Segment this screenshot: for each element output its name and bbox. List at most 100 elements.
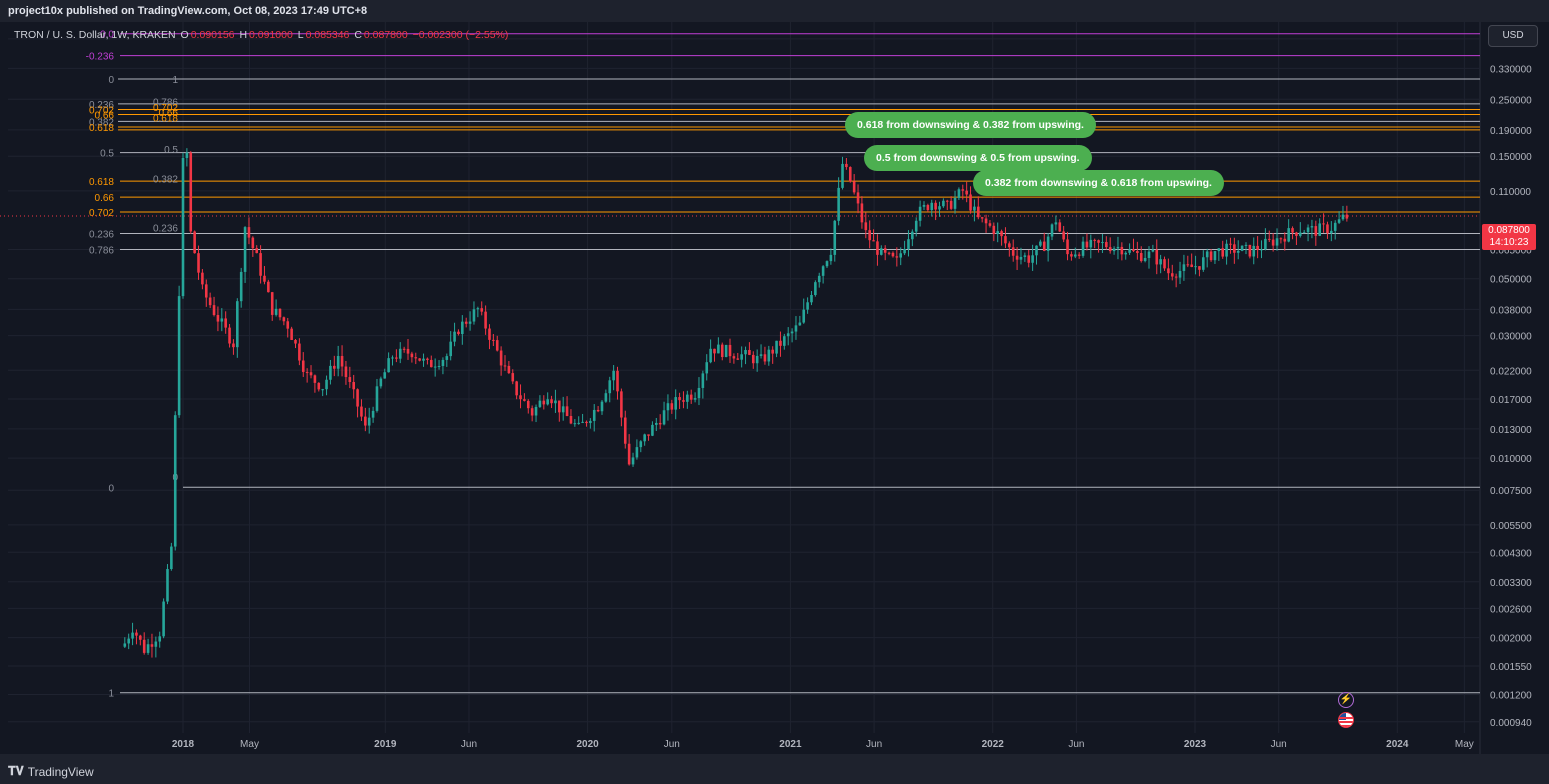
y-tick-label: 0.190000 <box>1490 126 1532 137</box>
candle <box>1023 252 1027 262</box>
candle <box>480 301 484 316</box>
candle-body <box>996 231 999 234</box>
candle <box>573 419 577 427</box>
candle-body <box>515 381 518 396</box>
candle <box>996 222 999 243</box>
candle <box>1073 247 1077 259</box>
candle-body <box>1101 242 1104 244</box>
candle-body <box>581 421 584 423</box>
candle-body <box>247 227 251 238</box>
candle-body <box>1190 264 1193 268</box>
candle-body <box>1139 253 1143 262</box>
candle <box>503 355 507 371</box>
candle <box>329 359 332 385</box>
candle <box>600 400 604 415</box>
candle <box>220 308 224 332</box>
candle <box>472 301 476 325</box>
annotation-note-1[interactable]: 0.618 from downswing & 0.382 from upswin… <box>845 112 1096 138</box>
candle-body <box>298 343 301 361</box>
candle <box>872 229 875 242</box>
candle <box>876 234 879 266</box>
candle <box>1062 225 1065 243</box>
candle <box>616 366 619 400</box>
candle <box>1093 238 1096 249</box>
candle-body <box>422 358 425 361</box>
candle <box>1186 255 1190 268</box>
symbol-label[interactable]: TRON / U. S. Dollar, 1W, KRAKEN <box>14 29 176 41</box>
candle <box>697 377 701 406</box>
candle <box>957 187 961 201</box>
candle <box>686 390 689 409</box>
candle-body <box>1236 250 1240 253</box>
us-flag-icon[interactable] <box>1338 712 1354 728</box>
candle <box>1322 213 1325 233</box>
candle <box>833 219 837 262</box>
candle <box>274 299 278 317</box>
candle-body <box>1027 255 1031 263</box>
candle <box>445 353 449 367</box>
candle <box>1314 220 1318 246</box>
candle <box>949 196 953 211</box>
currency-button[interactable]: USD <box>1488 25 1538 47</box>
candle-body <box>495 340 499 351</box>
candle <box>728 338 732 363</box>
candle <box>740 346 743 368</box>
candle-body <box>751 354 755 364</box>
candle-body <box>453 331 456 342</box>
candle <box>410 351 414 363</box>
candle-body <box>868 230 871 241</box>
fib-level-label: 0.5 <box>100 149 114 160</box>
candle <box>945 199 949 211</box>
low-label: L <box>297 29 304 41</box>
candle <box>674 389 677 420</box>
candle-body <box>1062 231 1065 240</box>
annotation-note-2[interactable]: 0.5 from downswing & 0.5 from upswing. <box>864 145 1092 171</box>
y-tick-label: 0.022000 <box>1490 366 1532 377</box>
candle <box>581 413 584 424</box>
annotation-note-3[interactable]: 0.382 from downswing & 0.618 from upswin… <box>973 170 1224 196</box>
candle-body <box>1108 247 1112 252</box>
candle-body <box>1213 251 1217 261</box>
candle <box>492 334 495 346</box>
candle-body <box>426 358 429 360</box>
candle-body <box>786 333 790 337</box>
candle-body <box>204 284 208 298</box>
candle-body <box>957 189 961 198</box>
x-tick-label: Jun <box>1271 739 1287 750</box>
change-value: −0.002300 (−2.55%) <box>412 29 509 41</box>
candle-body <box>1070 254 1073 257</box>
candle-body <box>763 354 767 362</box>
candle <box>426 357 429 365</box>
tradingview-logo[interactable]: 𝐓𝐕 TradingView <box>8 764 94 779</box>
candle <box>1209 248 1213 262</box>
candle <box>146 638 150 655</box>
candle-body <box>1264 238 1267 250</box>
candle-body <box>212 305 216 316</box>
candle-body <box>942 200 945 207</box>
lightning-icon[interactable]: ⚡ <box>1338 692 1354 708</box>
candle <box>402 346 406 353</box>
candle <box>379 376 383 389</box>
candle <box>779 331 782 357</box>
candle-body <box>689 394 693 400</box>
candle <box>934 200 937 221</box>
candle-body <box>841 163 844 188</box>
candle-body <box>325 379 328 390</box>
candle <box>775 340 778 358</box>
candle <box>375 378 379 413</box>
candle <box>984 214 988 233</box>
y-tick-label: 0.050000 <box>1490 275 1532 286</box>
price-chart[interactable]: 0.4300000.3300000.2500000.1900000.150000… <box>0 22 1549 758</box>
candle-body <box>895 256 899 258</box>
candle <box>1008 241 1011 257</box>
candle-body <box>736 358 740 360</box>
candle <box>364 407 367 432</box>
open-label: O <box>180 29 189 41</box>
candle-body <box>837 187 840 221</box>
candle <box>973 199 976 222</box>
candle <box>1128 243 1131 255</box>
candle-body <box>1042 241 1046 251</box>
candle <box>1299 222 1302 238</box>
x-tick-label: 2023 <box>1184 739 1207 750</box>
candle <box>662 401 666 426</box>
